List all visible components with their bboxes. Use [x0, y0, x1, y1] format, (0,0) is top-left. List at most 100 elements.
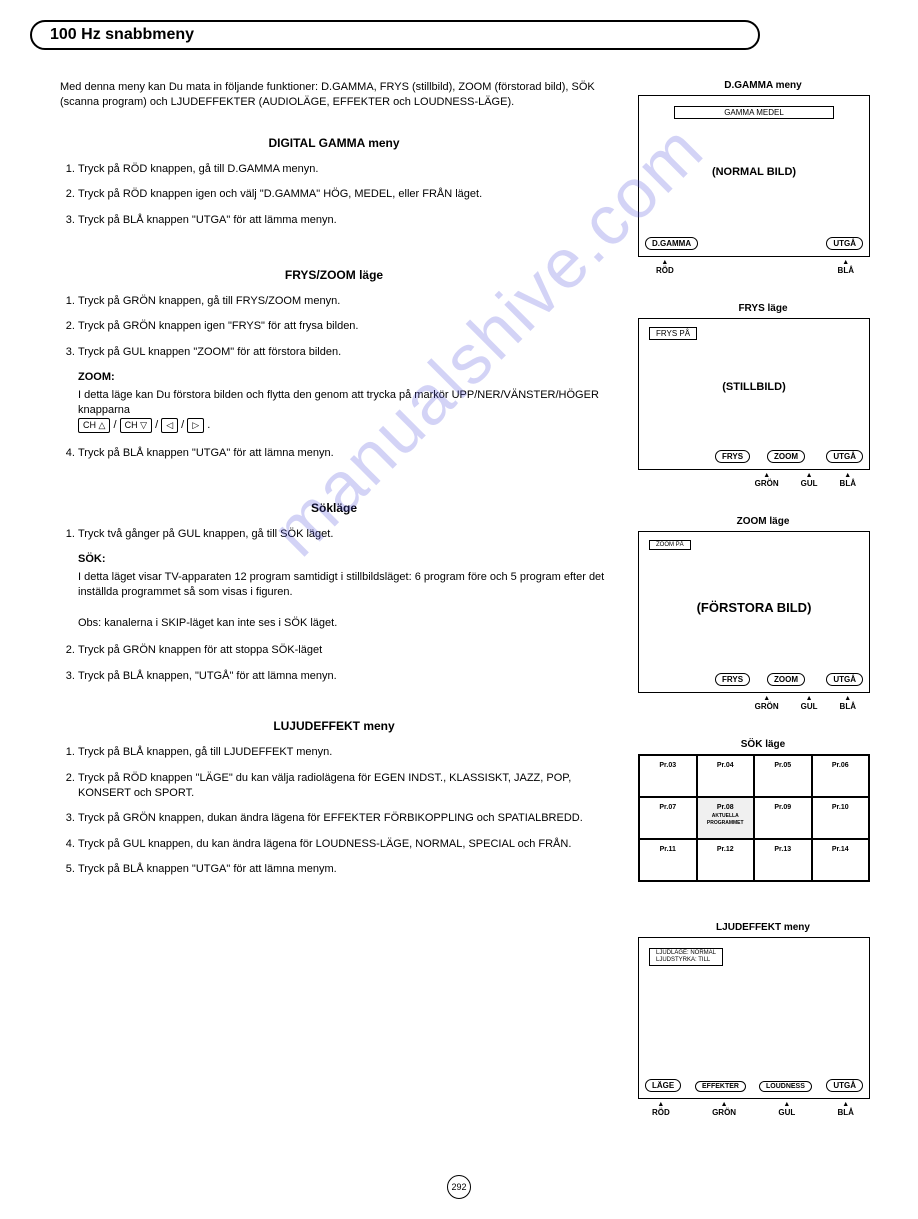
frys-arrows: GRÖN GUL BLÅ — [638, 472, 868, 488]
gamma-steps: Tryck på RÖD knappen, gå till D.GAMMA me… — [60, 162, 608, 228]
sok-cell-10: Pr.13 — [754, 839, 812, 881]
gamma-screen: GAMMA MEDEL (NORMAL BILD) D.GAMMA UTGÅ — [638, 95, 870, 257]
ljud-a2: GRÖN — [712, 1101, 736, 1117]
diagram-frys-title: FRYS läge — [638, 303, 888, 314]
frys-top-label: FRYS PÅ — [649, 327, 697, 340]
ljud-a1: RÖD — [652, 1101, 670, 1117]
heading-frys: FRYS/ZOOM läge — [60, 268, 608, 282]
diagram-gamma: D.GAMMA meny GAMMA MEDEL (NORMAL BILD) D… — [638, 80, 888, 275]
right-column: D.GAMMA meny GAMMA MEDEL (NORMAL BILD) D… — [638, 80, 888, 1145]
zoom-center: (FÖRSTORA BILD) — [639, 600, 869, 615]
left-column: Med denna meny kan Du mata in följande f… — [30, 80, 608, 1145]
zoom-a3: BLÅ — [840, 695, 856, 711]
frys-screen: FRYS PÅ (STILLBILD) FRYS ZOOM UTGÅ — [638, 318, 870, 470]
sok-cell-2: Pr.05 — [754, 755, 812, 797]
ljud-btn3: LOUDNESS — [759, 1081, 812, 1092]
diagram-ljud: LJUDEFFEKT meny LJUDLÄGE: NORMAL LJUDSTY… — [638, 922, 888, 1117]
frys-step-2: Tryck på GRÖN knappen igen "FRYS" för at… — [78, 319, 608, 334]
left-key: ◁ — [161, 418, 178, 433]
ljud-step-4: Tryck på GUL knappen, du kan ändra lägen… — [78, 837, 608, 852]
heading-ljud: LUJUDEFFEKT meny — [60, 719, 608, 733]
diagram-gamma-title: D.GAMMA meny — [638, 80, 888, 91]
frys-steps: Tryck på GRÖN knappen, gå till FRYS/ZOOM… — [60, 294, 608, 360]
sok-cell-7: Pr.10 — [812, 797, 870, 839]
ljud-a3: GUL — [778, 1101, 795, 1117]
sok-label: SÖK: — [78, 552, 608, 567]
ljud-btn2: EFFEKTER — [695, 1081, 746, 1092]
zoom-top-label: ZOOM PÅ — [649, 540, 691, 550]
ljud-step-5: Tryck på BLÅ knappen "UTGA" för att lämn… — [78, 862, 608, 877]
sok-obs: Obs: kanalerna i SKIP-läget kan inte ses… — [78, 617, 337, 629]
ljud-screen: LJUDLÄGE: NORMAL LJUDSTYRKA: TILL LÄGE E… — [638, 937, 870, 1099]
right-key: ▷ — [187, 418, 204, 433]
zoom-text: I detta läge kan Du förstora bilden och … — [78, 389, 599, 416]
ljud-a4: BLÅ — [838, 1101, 854, 1117]
sok-cell-11: Pr.14 — [812, 839, 870, 881]
zoom-screen: ZOOM PÅ (FÖRSTORA BILD) FRYS ZOOM UTGÅ — [638, 531, 870, 693]
sok-cell-5-sub: AKTUELLA PROGRAMMET — [707, 813, 744, 827]
content-columns: Med denna meny kan Du mata in följande f… — [30, 80, 888, 1145]
frys-a3: BLÅ — [840, 472, 856, 488]
diagram-sok-title: SÖK läge — [638, 739, 888, 750]
page-title: 100 Hz snabbmeny — [30, 20, 760, 50]
frys-center: (STILLBILD) — [639, 381, 869, 393]
ljud-btn1: LÄGE — [645, 1079, 681, 1092]
frys-steps-cont: Tryck på BLÅ knappen "UTGA" för att lämn… — [60, 446, 608, 461]
sok-subblock: SÖK: I detta läget visar TV-apparaten 12… — [78, 552, 608, 631]
heading-gamma: DIGITAL GAMMA meny — [60, 136, 608, 150]
diagram-zoom-title: ZOOM läge — [638, 516, 888, 527]
ljud-btn4: UTGÅ — [826, 1079, 863, 1092]
ljud-top-label: LJUDLÄGE: NORMAL LJUDSTYRKA: TILL — [649, 948, 723, 966]
sok-steps-cont: Tryck på GRÖN knappen för att stoppa SÖK… — [60, 643, 608, 684]
sok-step-1: Tryck två gånger på GUL knappen, gå till… — [78, 527, 608, 542]
page-number: 292 — [447, 1175, 471, 1199]
zoom-btn2: ZOOM — [767, 673, 805, 686]
frys-btn3: UTGÅ — [826, 450, 863, 463]
sok-cell-0: Pr.03 — [639, 755, 697, 797]
ljud-steps: Tryck på BLÅ knappen, gå till LJUDEFFEKT… — [60, 745, 608, 877]
sok-cell-4: Pr.07 — [639, 797, 697, 839]
sok-cell-5-label: Pr.08 — [717, 804, 734, 811]
zoom-a2: GUL — [801, 695, 818, 711]
intro-paragraph: Med denna meny kan Du mata in följande f… — [60, 80, 608, 111]
gamma-arrow-right: BLÅ — [838, 259, 854, 275]
sok-cell-3: Pr.06 — [812, 755, 870, 797]
frys-step-3: Tryck på GUL knappen "ZOOM" för att förs… — [78, 345, 608, 360]
ch-down-key: CH ▽ — [120, 418, 152, 433]
ljud-step-3: Tryck på GRÖN knappen, dukan ändra lägen… — [78, 811, 608, 826]
zoom-arrows: GRÖN GUL BLÅ — [638, 695, 868, 711]
gamma-arrows: RÖD BLÅ — [638, 259, 868, 275]
heading-sok: Sökläge — [60, 501, 608, 515]
zoom-label: ZOOM: — [78, 370, 608, 385]
gamma-btn-right: UTGÅ — [826, 237, 863, 250]
sok-cell-1: Pr.04 — [697, 755, 755, 797]
frys-step-4: Tryck på BLÅ knappen "UTGA" för att lämn… — [78, 446, 608, 461]
ljud-step-1: Tryck på BLÅ knappen, gå till LJUDEFFEKT… — [78, 745, 608, 760]
zoom-btn3: UTGÅ — [826, 673, 863, 686]
diagram-ljud-title: LJUDEFFEKT meny — [638, 922, 888, 933]
frys-a1: GRÖN — [755, 472, 779, 488]
sok-cell-6: Pr.09 — [754, 797, 812, 839]
sok-cell-9: Pr.12 — [697, 839, 755, 881]
sok-cell-8: Pr.11 — [639, 839, 697, 881]
zoom-btn1: FRYS — [715, 673, 750, 686]
sok-steps: Tryck två gånger på GUL knappen, gå till… — [60, 527, 608, 542]
sok-cell-5: Pr.08 AKTUELLA PROGRAMMET — [697, 797, 755, 839]
gamma-arrow-left: RÖD — [656, 259, 674, 275]
sok-text: I detta läget visar TV-apparaten 12 prog… — [78, 571, 604, 598]
frys-btn1: FRYS — [715, 450, 750, 463]
sok-step-2: Tryck på GRÖN knappen för att stoppa SÖK… — [78, 643, 608, 658]
ch-up-key: CH △ — [78, 418, 110, 433]
ljud-step-2: Tryck på RÖD knappen "LÄGE" du kan välja… — [78, 771, 608, 802]
diagram-sok: SÖK läge Pr.03 Pr.04 Pr.05 Pr.06 Pr.07 P… — [638, 739, 888, 882]
page-number-wrap: 292 — [30, 1175, 888, 1199]
diagram-zoom: ZOOM läge ZOOM PÅ (FÖRSTORA BILD) FRYS Z… — [638, 516, 888, 711]
zoom-subblock: ZOOM: I detta läge kan Du förstora bilde… — [78, 370, 608, 434]
gamma-btn-left: D.GAMMA — [645, 237, 698, 250]
sok-grid: Pr.03 Pr.04 Pr.05 Pr.06 Pr.07 Pr.08 AKTU… — [638, 754, 870, 882]
zoom-a1: GRÖN — [755, 695, 779, 711]
gamma-top-label: GAMMA MEDEL — [674, 106, 834, 119]
frys-a2: GUL — [801, 472, 818, 488]
sok-step-3: Tryck på BLÅ knappen, "UTGÅ" för att läm… — [78, 669, 608, 684]
gamma-step-2: Tryck på RÖD knappen igen och välj "D.GA… — [78, 187, 608, 202]
